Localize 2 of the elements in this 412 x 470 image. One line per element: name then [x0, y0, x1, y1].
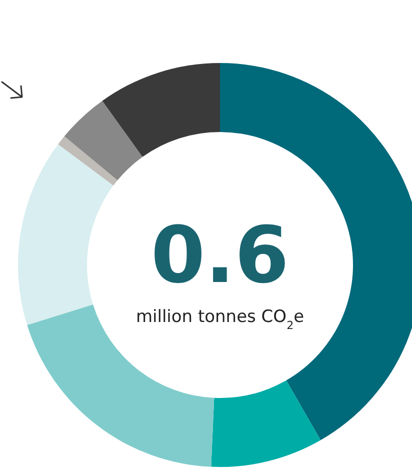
text: million tonnes CO$_{2}$e — [136, 307, 304, 332]
text: 0.6 — [150, 211, 290, 301]
